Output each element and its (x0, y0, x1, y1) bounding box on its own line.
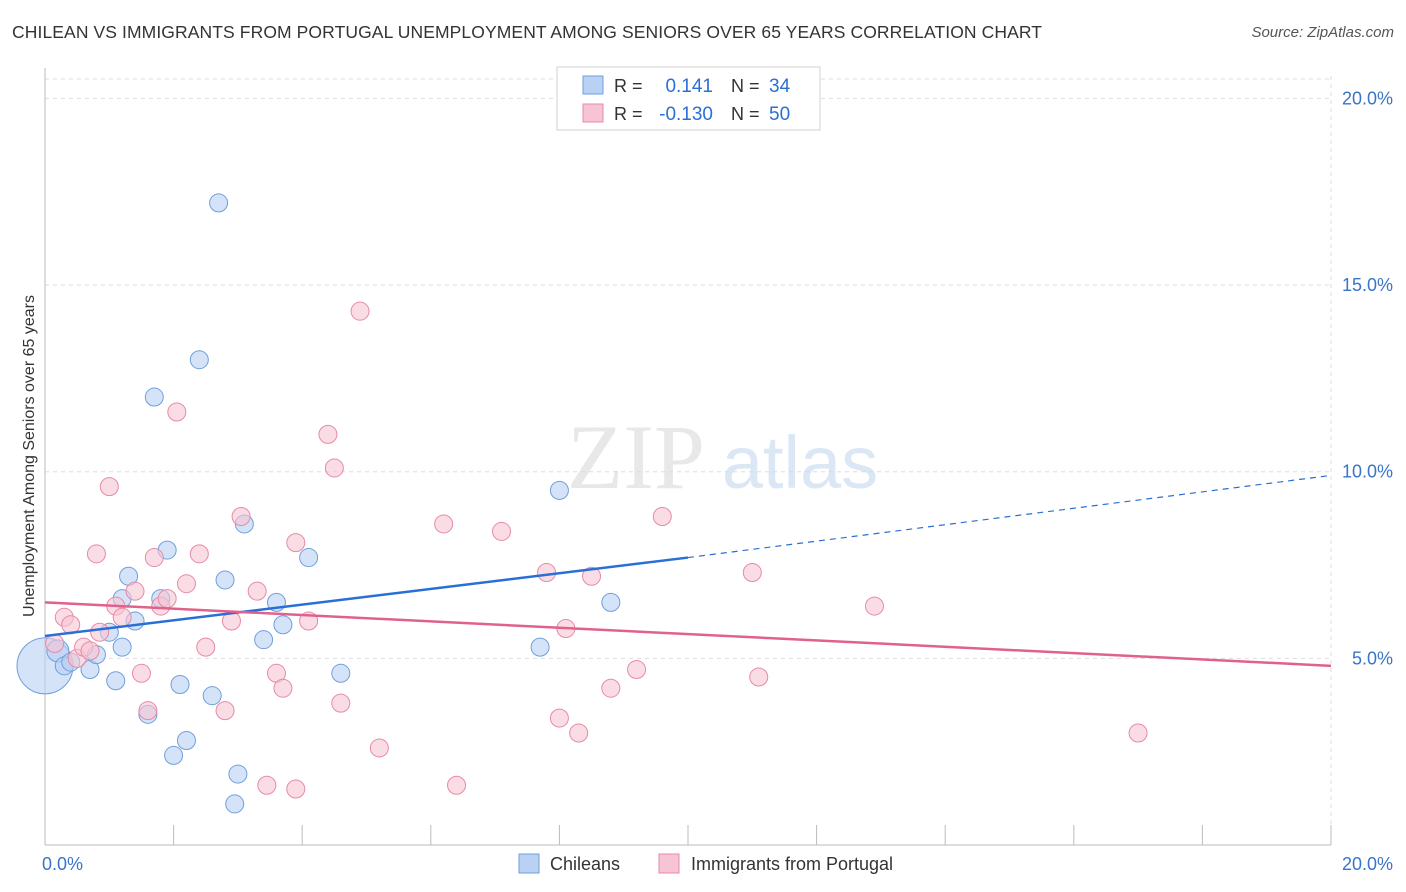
chilean-point (164, 745, 184, 765)
portugal-point (125, 581, 145, 601)
chilean-point (106, 671, 126, 691)
legend-swatch-chileans (582, 75, 604, 95)
portugal-point (369, 738, 389, 758)
portugal-point (196, 637, 216, 657)
chilean-point (202, 686, 222, 706)
source-label: Source: ZipAtlas.com (1251, 24, 1394, 41)
chilean-point (225, 794, 245, 814)
series-legend: Chileans Immigrants from Portugal (518, 853, 893, 874)
legend-r-label-2: R = (614, 104, 643, 124)
chilean-point (112, 637, 132, 657)
portugal-point (273, 678, 293, 698)
bottom-legend-swatch-portugal (658, 853, 680, 874)
portugal-point (80, 641, 100, 661)
bottom-legend-swatch-chileans (518, 853, 540, 874)
portugal-point (582, 566, 602, 586)
bottom-legend-portugal: Immigrants from Portugal (691, 854, 893, 874)
chilean-point (176, 730, 196, 750)
portugal-point (112, 607, 132, 627)
portugal-point (864, 596, 884, 616)
portugal-trend-line (44, 601, 1332, 668)
portugal-point (492, 521, 512, 541)
trend-lines (44, 474, 1332, 668)
portugal-point (1128, 723, 1148, 743)
data-points (16, 193, 1148, 814)
y-tick-label: 10.0% (1342, 462, 1393, 482)
legend-n-value-2: 50 (769, 104, 790, 125)
chilean-point (228, 764, 248, 784)
chilean-point (549, 480, 569, 500)
portugal-point (215, 701, 235, 721)
y-tick-label: 15.0% (1342, 275, 1393, 295)
portugal-point (189, 544, 209, 564)
portugal-point (569, 723, 589, 743)
legend-r-label-1: R = (614, 76, 643, 96)
portugal-point (257, 775, 277, 795)
portugal-point (331, 693, 351, 713)
portugal-point (447, 775, 467, 795)
chilean-point (170, 674, 190, 694)
chilean-point (209, 193, 229, 213)
portugal-point (350, 301, 370, 321)
chilean-point (144, 387, 164, 407)
chilean-point (254, 630, 274, 650)
watermark-zip: ZIP (567, 406, 705, 508)
portugal-point (86, 544, 106, 564)
bottom-legend-chileans: Chileans (550, 854, 620, 874)
chilean-point (601, 592, 621, 612)
portugal-point (247, 581, 267, 601)
portugal-point (176, 574, 196, 594)
chilean-point (299, 548, 319, 568)
axes (44, 68, 1332, 846)
tick-labels: 5.0% 10.0% 15.0% 20.0% 0.0% 20.0% (42, 88, 1393, 874)
portugal-point (742, 562, 762, 582)
portugal-point (99, 477, 119, 497)
chilean-point (215, 570, 235, 590)
portugal-point (324, 458, 344, 478)
watermark-atlas: atlas (722, 421, 878, 504)
chilean-point (331, 663, 351, 683)
stats-legend: R = 0.141 N = 34 R = -0.130 N = 50 (556, 66, 821, 131)
legend-r-value-2: -0.130 (659, 104, 713, 125)
portugal-point (144, 548, 164, 568)
legend-swatch-portugal (582, 103, 604, 123)
portugal-point (549, 708, 569, 728)
portugal-point (157, 589, 177, 609)
chilean-trend-line (44, 556, 689, 638)
portugal-point (627, 660, 647, 680)
portugal-point (434, 514, 454, 534)
chilean-point (530, 637, 550, 657)
legend-n-label-2: N = (731, 104, 760, 124)
y-tick-label: 20.0% (1342, 88, 1393, 108)
portugal-point (601, 678, 621, 698)
legend-r-value-1: 0.141 (665, 76, 713, 97)
portugal-point (231, 506, 251, 526)
legend-n-value-1: 34 (769, 76, 791, 97)
portugal-point (138, 701, 158, 721)
portugal-point (749, 667, 769, 687)
x-tick-label: 20.0% (1342, 854, 1393, 874)
portugal-point (537, 562, 557, 582)
portugal-point (652, 506, 672, 526)
x-tick-label: 0.0% (42, 854, 83, 874)
chilean-point (189, 350, 209, 370)
portugal-point (286, 779, 306, 799)
portugal-point (131, 663, 151, 683)
y-tick-label: 5.0% (1352, 648, 1393, 668)
portugal-point (90, 622, 110, 642)
portugal-point (286, 533, 306, 553)
legend-n-label-1: N = (731, 76, 760, 96)
portugal-point (318, 424, 338, 444)
portugal-point (167, 402, 187, 422)
chilean-trend-line-extension (687, 474, 1332, 559)
portugal-point (45, 633, 65, 653)
chart-title: CHILEAN VS IMMIGRANTS FROM PORTUGAL UNEM… (12, 22, 1043, 42)
y-axis-title: Unemployment Among Seniors over 65 years (21, 295, 38, 617)
chilean-point (273, 615, 293, 635)
